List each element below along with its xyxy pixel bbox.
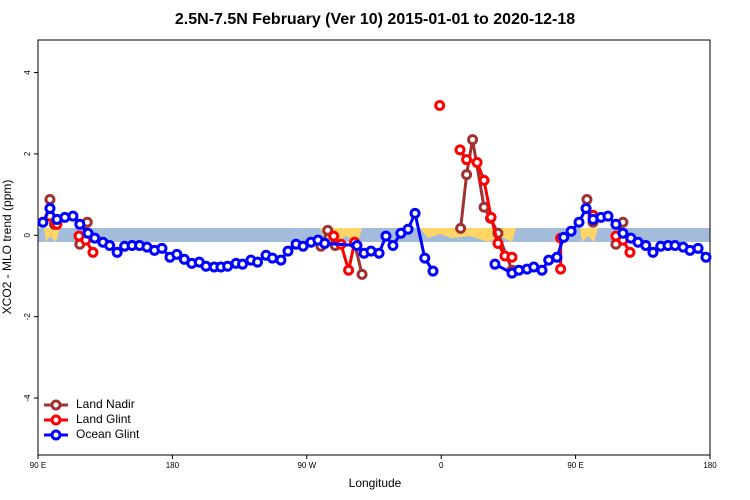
data-point bbox=[104, 239, 116, 251]
data-point bbox=[328, 230, 340, 242]
y-tick-label: -2 bbox=[23, 313, 32, 321]
x-tick-label: 180 bbox=[703, 461, 717, 470]
data-point bbox=[387, 239, 399, 251]
data-point bbox=[319, 237, 331, 249]
y-tick-label: -4 bbox=[23, 394, 32, 402]
data-point bbox=[506, 251, 518, 263]
data-point bbox=[461, 154, 473, 166]
data-point bbox=[156, 242, 168, 254]
x-tick-label: 0 bbox=[439, 461, 444, 470]
data-point bbox=[111, 246, 123, 258]
x-tick-label: 90 E bbox=[567, 461, 583, 470]
data-point bbox=[343, 264, 355, 276]
data-point bbox=[67, 210, 79, 222]
data-point bbox=[485, 211, 497, 223]
land-patch bbox=[420, 228, 516, 242]
data-point bbox=[647, 246, 659, 258]
data-point bbox=[74, 218, 86, 230]
data-point bbox=[478, 201, 490, 213]
data-point bbox=[380, 230, 392, 242]
data-point bbox=[580, 202, 592, 214]
data-point bbox=[471, 156, 483, 168]
data-point bbox=[692, 242, 704, 254]
ocean-band bbox=[38, 228, 710, 242]
y-tick-label: 0 bbox=[23, 233, 32, 238]
data-point bbox=[581, 193, 593, 205]
data-point bbox=[237, 258, 249, 270]
x-tick-label: 90 W bbox=[297, 461, 316, 470]
data-point bbox=[222, 260, 234, 272]
land-patch bbox=[580, 228, 598, 242]
data-point bbox=[89, 232, 101, 244]
data-point bbox=[551, 251, 563, 263]
x-tick-label: 90 E bbox=[30, 461, 46, 470]
data-point bbox=[252, 256, 264, 268]
data-point bbox=[602, 210, 614, 222]
land-patch bbox=[44, 228, 60, 242]
data-point bbox=[282, 245, 294, 257]
data-point bbox=[82, 227, 94, 239]
x-axis-label: Longitude bbox=[349, 476, 402, 490]
data-point bbox=[492, 237, 504, 249]
data-point bbox=[565, 225, 577, 237]
data-point bbox=[461, 169, 473, 181]
data-point bbox=[617, 227, 629, 239]
data-point bbox=[44, 193, 56, 205]
data-point bbox=[351, 239, 363, 251]
plot-frame bbox=[37, 39, 711, 456]
data-point bbox=[640, 239, 652, 251]
data-point bbox=[558, 231, 570, 243]
data-point bbox=[454, 144, 466, 156]
data-point bbox=[455, 222, 467, 234]
data-point bbox=[275, 254, 287, 266]
chart-title: 2.5N-7.5N February (Ver 10) 2015-01-01 t… bbox=[175, 11, 575, 28]
x-tick-label: 180 bbox=[166, 461, 180, 470]
data-point bbox=[419, 252, 431, 264]
legend-label: Ocean Glint bbox=[76, 427, 140, 441]
data-point bbox=[489, 258, 501, 270]
data-point bbox=[700, 251, 712, 263]
data-point bbox=[624, 246, 636, 258]
legend-marker bbox=[50, 399, 62, 411]
data-point bbox=[356, 268, 368, 280]
data-point bbox=[373, 247, 385, 259]
legend-marker bbox=[50, 414, 62, 426]
data-point bbox=[427, 265, 439, 277]
data-point bbox=[171, 248, 183, 260]
data-point bbox=[266, 252, 278, 264]
data-point bbox=[478, 174, 490, 186]
data-point bbox=[536, 264, 548, 276]
data-point bbox=[467, 134, 479, 146]
data-point bbox=[434, 100, 446, 112]
data-point bbox=[513, 264, 525, 276]
y-tick-label: 2 bbox=[23, 151, 32, 156]
data-point bbox=[573, 216, 585, 228]
data-point bbox=[44, 202, 56, 214]
data-point bbox=[555, 263, 567, 275]
legend-label: Land Glint bbox=[76, 412, 131, 426]
y-axis-label: XCO2 - MLO trend (ppm) bbox=[0, 180, 14, 315]
data-point bbox=[610, 218, 622, 230]
data-point bbox=[87, 246, 99, 258]
legend-label: Land Nadir bbox=[76, 397, 135, 411]
y-tick-label: 4 bbox=[23, 70, 32, 75]
legend-marker bbox=[50, 429, 62, 441]
data-point bbox=[37, 216, 49, 228]
data-point bbox=[297, 240, 309, 252]
data-point bbox=[402, 223, 414, 235]
data-point bbox=[409, 207, 421, 219]
